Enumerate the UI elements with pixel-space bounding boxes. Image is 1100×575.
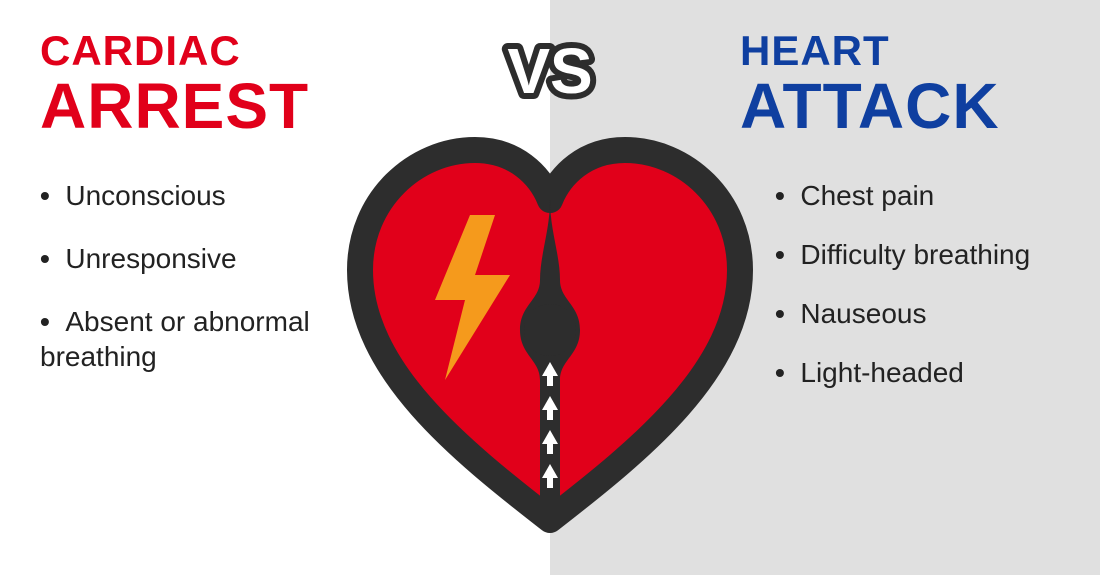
symptom-item: Chest pain [775, 178, 1035, 213]
title-line1-right: HEART [740, 30, 1060, 72]
vs-badge: VS [475, 28, 625, 123]
heart-graphic [340, 130, 760, 555]
heart-icon [340, 130, 760, 550]
title-line1-left: CARDIAC [40, 30, 510, 72]
title-heart-attack: HEART ATTACK [590, 30, 1060, 138]
symptom-item: Light-headed [775, 355, 1035, 390]
symptom-item: Nauseous [775, 296, 1035, 331]
infographic-container: CARDIAC ARREST Unconscious Unresponsive … [0, 0, 1100, 575]
vs-icon: VS [475, 28, 625, 118]
symptom-item: Unconscious [40, 178, 340, 213]
heart-keyhole [524, 304, 576, 356]
vs-text: VS [507, 35, 592, 107]
title-line2-right: ATTACK [740, 74, 1060, 138]
symptom-item: Absent or abnormal breathing [40, 304, 340, 374]
title-cardiac-arrest: CARDIAC ARREST [40, 30, 510, 138]
title-line2-left: ARREST [40, 74, 510, 138]
symptom-item: Difficulty breathing [775, 237, 1035, 272]
symptom-item: Unresponsive [40, 241, 340, 276]
